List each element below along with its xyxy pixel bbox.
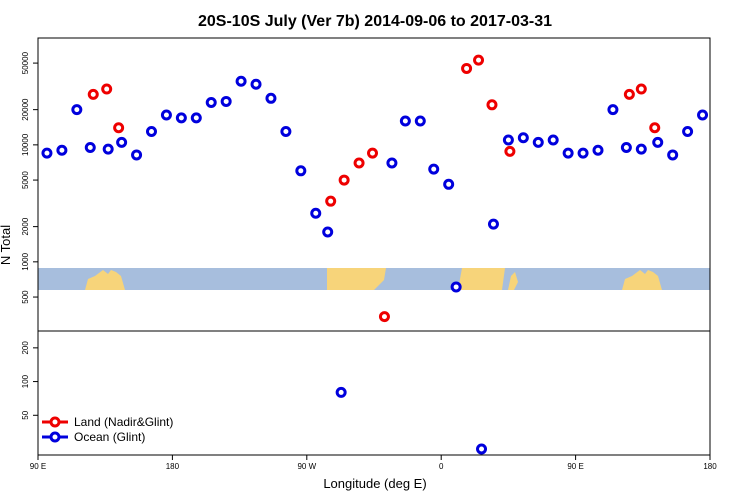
ocean-point xyxy=(517,132,529,144)
map-africa xyxy=(458,268,505,290)
x-tick-label: 90 E xyxy=(30,462,46,471)
map-australia-east xyxy=(622,270,662,290)
ocean-point xyxy=(428,163,440,175)
legend-land-marker xyxy=(49,416,61,428)
ocean-point xyxy=(250,78,262,90)
ocean-point xyxy=(335,386,347,398)
ocean-point xyxy=(620,141,632,153)
data-points xyxy=(41,54,709,455)
plot-frame xyxy=(37,37,711,456)
ocean-point xyxy=(265,92,277,104)
land-point xyxy=(649,122,661,134)
ocean-point xyxy=(295,165,307,177)
ocean-point xyxy=(310,207,322,219)
y-tick-label: 50000 xyxy=(21,51,30,74)
ocean-point xyxy=(487,218,499,230)
ocean-point xyxy=(220,95,232,107)
y-tick-label: 5000 xyxy=(21,171,30,189)
x-tick-label: 180 xyxy=(166,462,180,471)
y-tick-label: 1000 xyxy=(21,252,30,270)
ocean-point xyxy=(56,144,68,156)
ocean-point xyxy=(682,126,694,138)
y-tick-label: 500 xyxy=(21,290,30,304)
map-south-america xyxy=(327,268,386,290)
legend-ocean-label: Ocean (Glint) xyxy=(74,430,145,444)
ocean-point xyxy=(414,115,426,127)
ocean-point xyxy=(160,109,172,121)
y-tick-label: 2000 xyxy=(21,217,30,235)
ocean-point xyxy=(116,136,128,148)
ocean-point xyxy=(386,157,398,169)
ocean-point xyxy=(652,136,664,148)
land-point xyxy=(461,62,473,74)
ocean-point xyxy=(577,147,589,159)
ocean-point xyxy=(635,143,647,155)
ocean-point xyxy=(592,144,604,156)
land-point xyxy=(87,88,99,100)
map-australia-west xyxy=(85,270,125,290)
y-tick-label: 200 xyxy=(21,341,30,355)
land-point xyxy=(486,99,498,111)
y-tick-label: 50 xyxy=(21,410,30,419)
land-point xyxy=(367,147,379,159)
ocean-point xyxy=(175,112,187,124)
world-map-strip xyxy=(38,268,710,290)
x-tick-label: 180 xyxy=(703,462,717,471)
ocean-point xyxy=(443,178,455,190)
ocean-point xyxy=(532,136,544,148)
legend: Land (Nadir&Glint) Ocean (Glint) xyxy=(42,415,173,444)
land-point xyxy=(338,174,350,186)
y-tick-label: 20000 xyxy=(21,98,30,121)
x-axis-label: Longitude (deg E) xyxy=(323,476,426,491)
y-axis-label: N Total xyxy=(0,225,13,265)
ocean-point xyxy=(562,147,574,159)
ocean-point xyxy=(399,115,411,127)
legend-land-label: Land (Nadir&Glint) xyxy=(74,415,173,429)
ocean-point xyxy=(547,134,559,146)
ocean-point xyxy=(322,226,334,238)
ocean-point xyxy=(476,443,488,455)
land-point xyxy=(325,195,337,207)
ocean-point xyxy=(84,141,96,153)
land-point xyxy=(504,145,516,157)
ocean-point xyxy=(667,149,679,161)
y-tick-label: 100 xyxy=(21,374,30,388)
legend-ocean-marker xyxy=(49,431,61,443)
map-madagascar xyxy=(508,272,518,290)
y-axis: 500 1000 2000 5000 10000 20000 50000 50 100 200 xyxy=(21,51,38,420)
ocean-point xyxy=(190,112,202,124)
ocean-point xyxy=(102,143,114,155)
ocean-point xyxy=(205,97,217,109)
land-point xyxy=(101,83,113,95)
x-axis: 90 E 180 90 W 0 90 E 180 xyxy=(30,455,717,471)
ocean-point xyxy=(280,126,292,138)
ocean-point xyxy=(145,126,157,138)
land-point xyxy=(113,122,125,134)
y-tick-label: 10000 xyxy=(21,133,30,156)
land-point xyxy=(623,88,635,100)
x-tick-label: 90 E xyxy=(567,462,583,471)
land-point xyxy=(635,83,647,95)
land-point xyxy=(378,311,390,323)
ocean-point xyxy=(502,134,514,146)
ocean-point xyxy=(697,109,709,121)
ocean-point xyxy=(131,149,143,161)
land-point xyxy=(353,157,365,169)
x-tick-label: 0 xyxy=(439,462,444,471)
ocean-point xyxy=(41,147,53,159)
x-tick-label: 90 W xyxy=(297,462,316,471)
ocean-point xyxy=(607,104,619,116)
ocean-point xyxy=(235,75,247,87)
land-point xyxy=(473,54,485,66)
ocean-point xyxy=(450,281,462,293)
chart-title: 20S-10S July (Ver 7b) 2014-09-06 to 2017… xyxy=(198,13,552,30)
ocean-point xyxy=(71,104,83,116)
